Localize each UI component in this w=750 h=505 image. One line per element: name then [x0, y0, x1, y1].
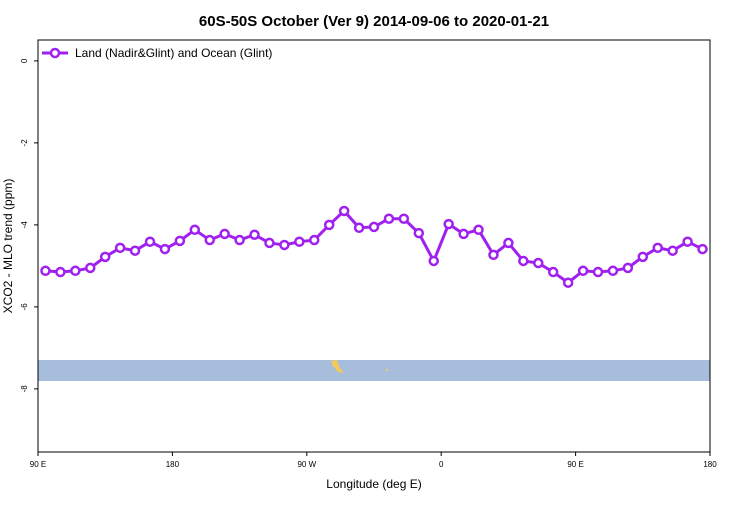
- data-point: [129, 245, 141, 256]
- x-axis-label: Longitude (deg E): [326, 477, 421, 491]
- data-point: [518, 255, 529, 267]
- data-point: [264, 237, 275, 249]
- data-point: [189, 224, 201, 236]
- x-tick-label: 180: [703, 460, 717, 469]
- y-tick-label: -2: [20, 139, 29, 147]
- data-point: [338, 205, 350, 217]
- data-point: [398, 213, 410, 224]
- y-tick-label: -8: [20, 385, 29, 393]
- x-tick-label: 90 W: [297, 460, 316, 469]
- data-point: [368, 221, 380, 233]
- y-tick-label: -4: [20, 221, 29, 229]
- data-point: [682, 236, 693, 247]
- data-point: [219, 228, 230, 240]
- data-point: [473, 224, 484, 236]
- legend-marker: [49, 47, 61, 59]
- data-point: [353, 222, 365, 234]
- data-point: [652, 242, 663, 254]
- data-point: [637, 251, 649, 263]
- legend: Land (Nadir&Glint) and Ocean (Glint): [42, 46, 272, 60]
- legend-label: Land (Nadir&Glint) and Ocean (Glint): [75, 46, 272, 60]
- chart-title: 60S-50S October (Ver 9) 2014-09-06 to 20…: [199, 13, 549, 30]
- data-point: [622, 262, 634, 274]
- data-point: [428, 255, 439, 267]
- data-point: [562, 277, 574, 288]
- data-point: [383, 213, 395, 224]
- data-point: [159, 243, 171, 255]
- data-point: [249, 229, 260, 240]
- data-point: [323, 219, 335, 231]
- data-point: [85, 262, 96, 274]
- x-tick-label: 180: [166, 460, 180, 469]
- data-point: [174, 235, 186, 247]
- data-point: [204, 234, 215, 246]
- data-point: [114, 242, 126, 254]
- data-point: [697, 243, 708, 255]
- data-point: [443, 218, 454, 230]
- data-point: [144, 236, 156, 247]
- x-tick-label: 0: [439, 460, 444, 469]
- x-tick-label: 90 E: [30, 460, 46, 469]
- y-tick-label: -6: [20, 303, 29, 311]
- data-point: [70, 265, 81, 277]
- x-tick-label: 90 E: [567, 460, 583, 469]
- map-band: [38, 360, 710, 381]
- y-axis-label: XCO2 - MLO trend (ppm): [1, 179, 15, 314]
- land-shape: [386, 369, 388, 371]
- plot-frame: [37, 39, 711, 453]
- data-point: [592, 266, 604, 278]
- data-point: [99, 251, 111, 263]
- data-point: [413, 227, 425, 239]
- data-point: [607, 265, 619, 277]
- data-point: [55, 266, 66, 278]
- data-point: [458, 228, 469, 240]
- y-tick-label: 0: [20, 58, 29, 63]
- data-point: [40, 265, 51, 277]
- data-point: [577, 265, 589, 277]
- data-point: [279, 239, 290, 251]
- data-point: [533, 257, 544, 269]
- data-point: [234, 234, 245, 246]
- data-point: [294, 236, 305, 247]
- data-point: [488, 249, 499, 261]
- data-point: [667, 245, 678, 256]
- land-shape: [331, 360, 344, 373]
- data-point: [503, 237, 514, 249]
- data-point: [547, 266, 559, 278]
- data-point: [309, 234, 320, 246]
